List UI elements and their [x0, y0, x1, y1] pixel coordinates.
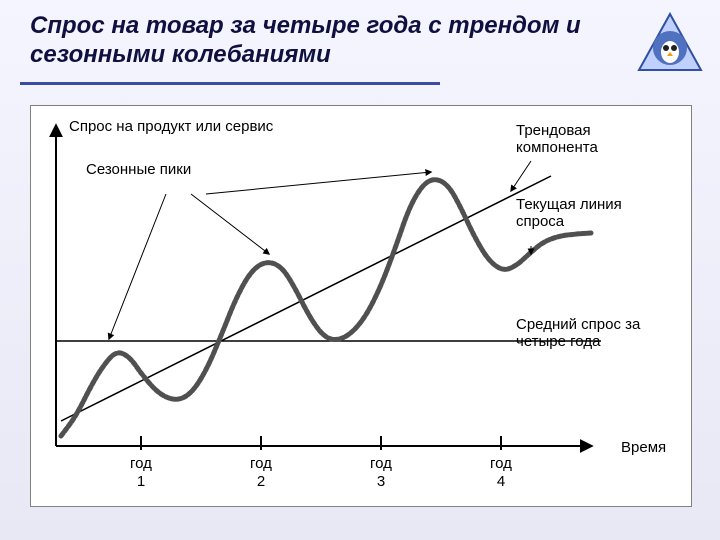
x-axis-title: Время: [621, 439, 666, 456]
slide-title-block: Спрос на товар за четыре года с трендом …: [30, 12, 610, 70]
label-seasonal-peaks: Сезонные пики: [86, 161, 191, 178]
svg-text:год: год: [130, 455, 152, 472]
label-trend-component: Трендовая компонента: [516, 122, 646, 157]
svg-text:1: 1: [137, 473, 145, 490]
svg-text:год: год: [490, 455, 512, 472]
demand-chart: год1год2год3год4 Спрос на продукт или се…: [30, 105, 692, 507]
svg-text:год: год: [250, 455, 272, 472]
y-axis-title: Спрос на продукт или сервис: [69, 118, 273, 135]
svg-text:4: 4: [497, 473, 505, 490]
slide-title: Спрос на товар за четыре года с трендом …: [30, 12, 610, 70]
slide-root: Спрос на товар за четыре года с трендом …: [0, 0, 720, 540]
logo-icon: [635, 10, 705, 80]
svg-text:3: 3: [377, 473, 385, 490]
logo-badge: [635, 10, 705, 80]
svg-text:год: год: [370, 455, 392, 472]
label-avg-demand: Средний спрос за четыре года: [516, 316, 656, 351]
title-divider: [20, 82, 440, 85]
label-current-demand: Текущая линия спроса: [516, 196, 656, 231]
svg-text:2: 2: [257, 473, 265, 490]
